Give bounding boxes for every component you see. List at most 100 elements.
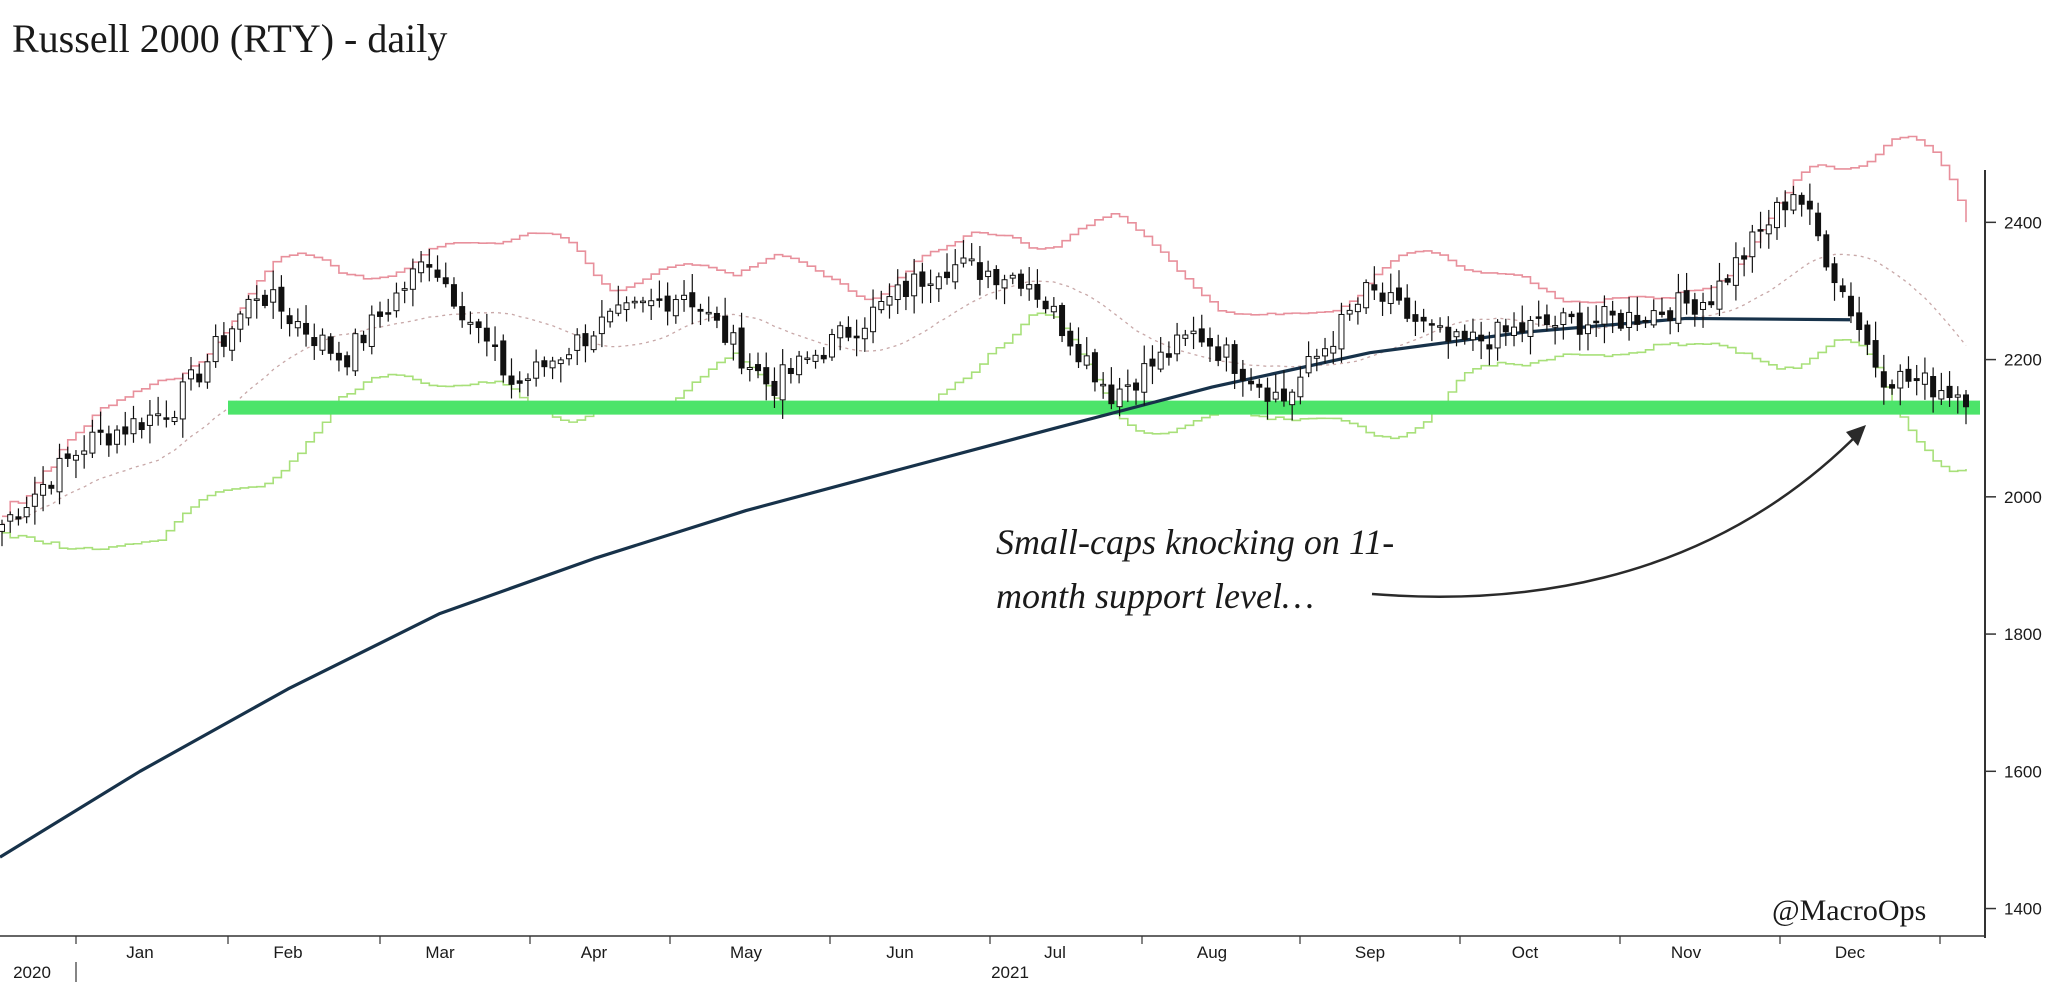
candle-body: [1067, 330, 1074, 347]
candle-body: [1905, 368, 1912, 382]
candle: [574, 328, 581, 366]
candle: [1461, 324, 1468, 345]
candle-body: [1609, 310, 1616, 316]
candle-body: [1667, 310, 1674, 322]
candle: [1716, 262, 1723, 316]
candle-body: [820, 354, 827, 360]
candle: [81, 435, 88, 469]
candle-body: [976, 262, 983, 280]
candle: [1395, 270, 1402, 305]
candle-body: [385, 312, 392, 315]
candle-body: [81, 450, 88, 455]
candle: [1264, 377, 1271, 420]
x-month-label: May: [730, 943, 763, 962]
candle: [681, 280, 688, 312]
candle-body: [171, 417, 178, 423]
candle-body: [89, 431, 96, 454]
candle: [1124, 369, 1131, 403]
candle: [278, 275, 285, 329]
candle: [1872, 321, 1879, 378]
candle-body: [261, 294, 268, 306]
candle-body: [1395, 287, 1402, 301]
y-tick-label: 1600: [2004, 762, 2042, 781]
candle: [1009, 272, 1016, 285]
candle-body: [1124, 384, 1131, 387]
candle-body: [590, 335, 597, 351]
candle-body: [911, 273, 918, 297]
candle: [1437, 317, 1444, 333]
candle: [590, 331, 597, 353]
candle-body: [1601, 306, 1608, 325]
candle-body: [1519, 322, 1526, 333]
candle: [1568, 311, 1575, 324]
candle: [968, 243, 975, 266]
candle-body: [1938, 390, 1945, 400]
candle: [196, 363, 203, 388]
candle: [105, 425, 112, 457]
candle: [1593, 305, 1600, 337]
candle-body: [828, 334, 835, 358]
candle-body: [1683, 290, 1690, 304]
candle: [261, 289, 268, 309]
candle-body: [1511, 326, 1518, 336]
candle: [1059, 302, 1066, 343]
candle: [1856, 296, 1863, 342]
candle: [771, 367, 778, 409]
candle: [229, 326, 236, 362]
candle-body: [861, 327, 868, 340]
candle: [1305, 341, 1312, 378]
candle: [1609, 300, 1616, 334]
candle: [245, 295, 252, 326]
candle-body: [253, 298, 260, 301]
candle: [1100, 372, 1107, 399]
candle: [1658, 297, 1665, 318]
candle: [1248, 368, 1255, 391]
candle-body: [1453, 331, 1460, 338]
candle: [1083, 337, 1090, 370]
candle-body: [1289, 391, 1296, 406]
candle: [639, 296, 646, 313]
candle: [1215, 334, 1222, 367]
candle: [1502, 318, 1509, 346]
candle-body: [1634, 314, 1641, 325]
candle: [1765, 209, 1772, 249]
candle-body: [1708, 301, 1715, 306]
candle-body: [1486, 344, 1493, 350]
candle: [1354, 297, 1361, 325]
candle: [919, 262, 926, 304]
candle: [1313, 348, 1320, 372]
candle: [171, 410, 178, 426]
x-month-label: Feb: [273, 943, 302, 962]
candle: [763, 352, 770, 401]
candle: [459, 291, 466, 328]
candle: [220, 322, 227, 358]
candle: [1675, 273, 1682, 333]
candle: [89, 419, 96, 459]
candle-body: [155, 413, 162, 417]
candle-body: [1256, 383, 1263, 388]
candle-body: [393, 292, 400, 312]
candle-body: [368, 314, 375, 347]
candle-body: [771, 380, 778, 396]
candle: [730, 324, 737, 361]
candle-body: [1913, 378, 1920, 382]
x-month-label: Nov: [1671, 943, 1702, 962]
candle: [377, 301, 384, 328]
x-month-label: Aug: [1197, 943, 1227, 962]
candle: [1913, 364, 1920, 396]
candle-body: [1757, 229, 1764, 232]
candle: [188, 356, 195, 391]
annotation-arrow: [1371, 431, 1861, 598]
candle: [804, 351, 811, 365]
candle: [1921, 357, 1928, 400]
candle-body: [409, 268, 416, 290]
candle: [335, 341, 342, 372]
candle-body: [319, 334, 326, 351]
candle-body: [713, 312, 720, 321]
candle-body: [1642, 319, 1649, 323]
candle: [450, 277, 457, 309]
x-month-label: Apr: [581, 943, 608, 962]
candle-body: [188, 369, 195, 380]
candle: [623, 296, 630, 322]
